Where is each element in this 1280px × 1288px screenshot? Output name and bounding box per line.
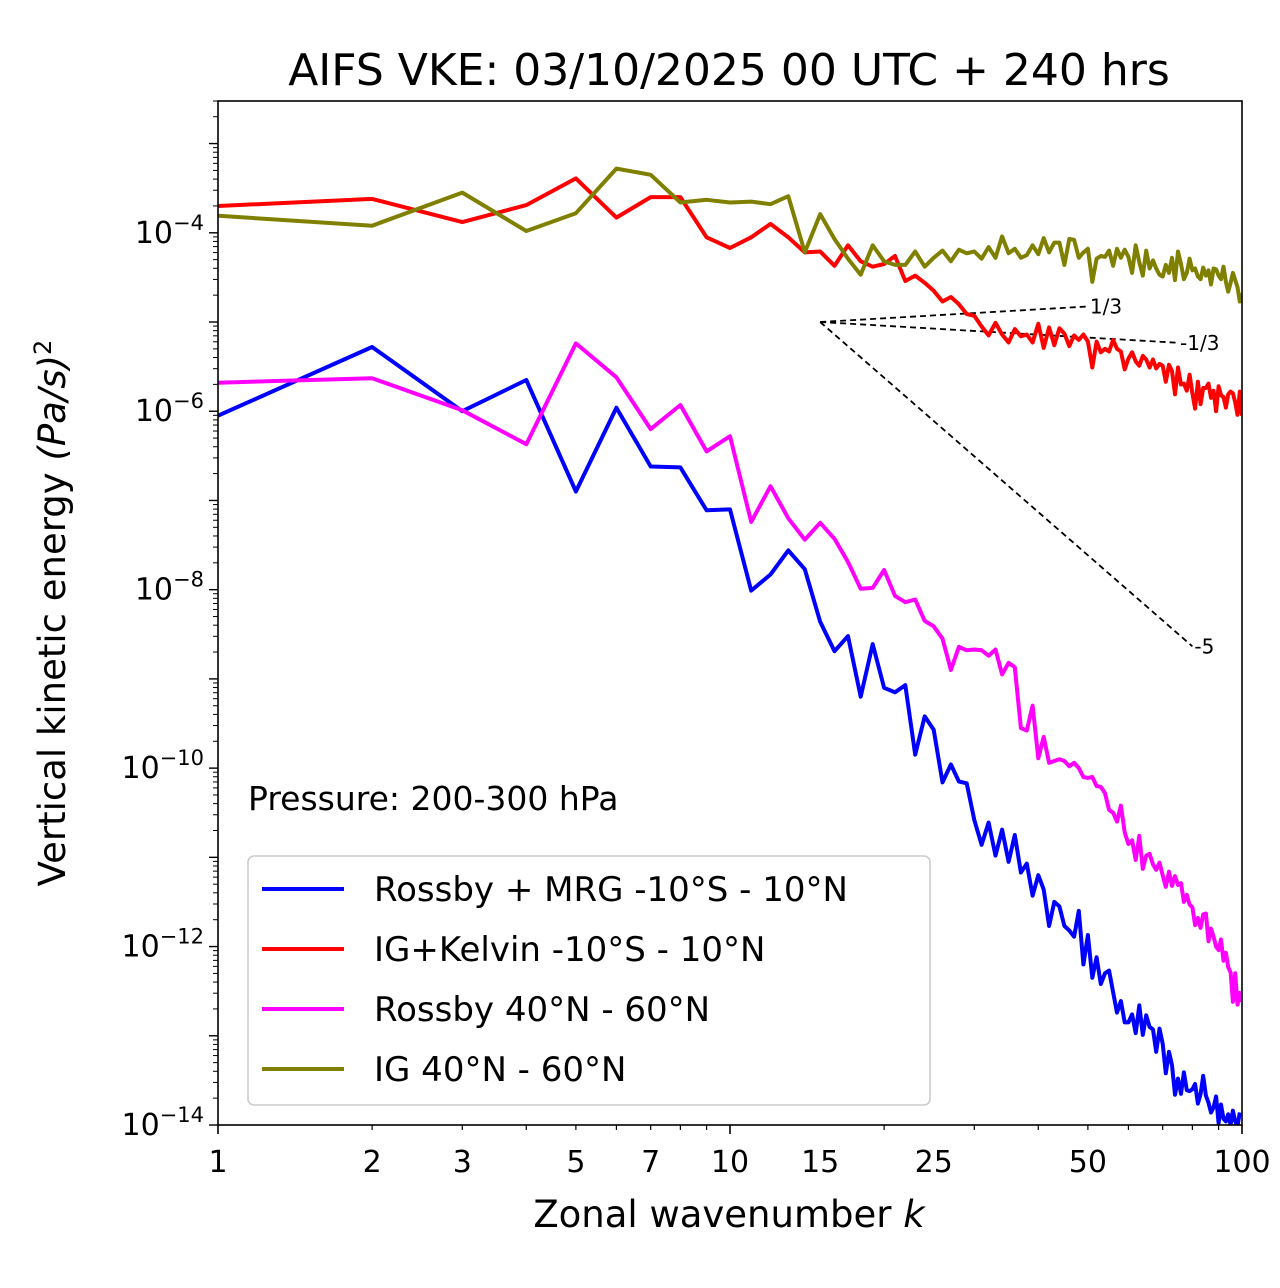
legend-label: IG 40°N - 60°N (374, 1050, 626, 1090)
pressure-annotation: Pressure: 200-300 hPa (248, 779, 618, 818)
legend: Rossby + MRG -10°S - 10°N IG+Kelvin -10°S… (247, 855, 931, 1106)
reference-slope-lines: 1/3 -1/3 -5 (819, 294, 1219, 658)
x-axis-ticks: 1 2 3 5 7 10 15 25 50 100 (208, 1125, 1271, 1180)
x-tick-label: 15 (801, 1145, 839, 1180)
y-tick-label: 10−12 (121, 925, 204, 965)
y-axis-ticks: 10−4 10−6 10−8 10−10 10−12 10−14 (121, 100, 218, 1143)
y-axis-label: Vertical kinetic energy (Pa/s)2 (29, 340, 74, 887)
x-tick-label: 1 (208, 1145, 227, 1180)
x-tick-label: 50 (1069, 1145, 1107, 1180)
x-tick-label: 10 (711, 1145, 749, 1180)
series-line (218, 176, 1242, 417)
x-tick-label: 3 (453, 1145, 472, 1180)
legend-label: IG+Kelvin -10°S - 10°N (374, 930, 765, 970)
x-tick-label: 100 (1213, 1145, 1270, 1180)
y-tick-label: 10−8 (135, 568, 204, 608)
chart-title: AIFS VKE: 03/10/2025 00 UTC + 240 hrs (288, 45, 1170, 96)
reference-slope-label: -5 (1194, 634, 1214, 658)
reference-slope-line (820, 305, 1088, 323)
y-tick-label: 10−6 (135, 389, 204, 429)
reference-slope-label: -1/3 (1180, 331, 1219, 355)
series-line (218, 345, 1242, 1125)
legend-label: Rossby + MRG -10°S - 10°N (374, 870, 848, 910)
y-tick-label: 10−10 (121, 746, 204, 786)
x-tick-label: 2 (363, 1145, 382, 1180)
series-line (218, 341, 1242, 1007)
y-tick-label: 10−4 (135, 211, 204, 251)
reference-slope-label: 1/3 (1090, 294, 1122, 318)
x-axis-label: Zonal wavenumber k (533, 1193, 926, 1236)
y-tick-label: 10−14 (121, 1103, 204, 1143)
series-line (218, 166, 1242, 304)
x-tick-label: 7 (641, 1145, 660, 1180)
x-tick-label: 5 (566, 1145, 585, 1180)
x-tick-label: 25 (915, 1145, 953, 1180)
series-lines (218, 166, 1242, 1125)
legend-label: Rossby 40°N - 60°N (374, 990, 710, 1030)
reference-slope-line (819, 321, 1193, 648)
